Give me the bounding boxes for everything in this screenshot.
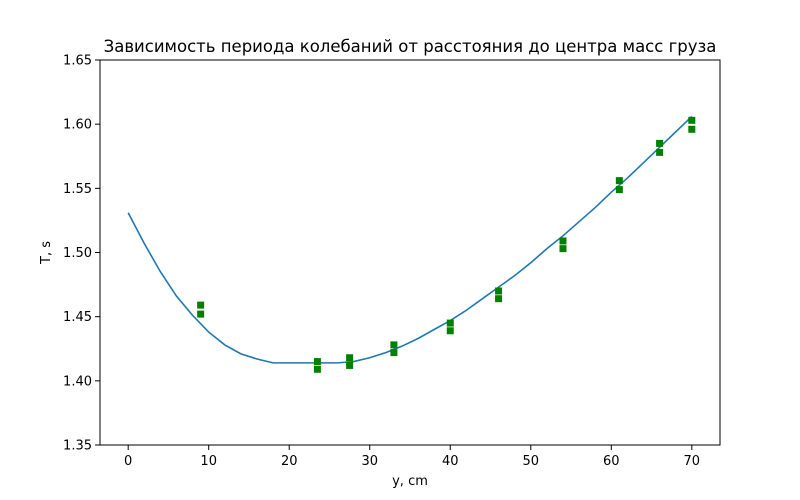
x-tick-label: 30 [361,454,378,469]
data-point [346,361,354,369]
y-tick-label: 1.45 [63,310,92,325]
y-axis-label: T, s [39,241,54,265]
data-point [656,139,664,147]
data-point [495,287,503,295]
data-point [390,341,398,349]
data-point [313,358,321,366]
data-point [197,301,205,309]
y-tick-label: 1.65 [63,54,92,69]
x-tick-label: 0 [124,454,132,469]
data-point [446,327,454,335]
data-point [346,354,354,362]
data-point [390,349,398,357]
x-tick-label: 20 [281,454,298,469]
y-tick-label: 1.55 [63,182,92,197]
data-point [313,365,321,373]
x-tick-label: 40 [442,454,459,469]
x-axis: 0 10 20 30 40 50 60 70 [124,445,700,469]
data-point [688,125,696,133]
x-tick-label: 70 [684,454,701,469]
fit-curve [127,115,693,364]
plot-area [127,115,696,373]
chart-title: Зависимость периода колебаний от расстоя… [104,37,717,56]
y-axis: 1.35 1.40 1.45 1.50 1.55 1.60 1.65 [63,54,100,454]
x-tick-label: 10 [200,454,217,469]
plot-frame [99,59,721,446]
x-tick-label: 50 [523,454,540,469]
x-axis-label: y, cm [392,474,428,489]
y-tick-label: 1.60 [63,118,92,133]
data-point [495,295,503,303]
data-point [656,148,664,156]
data-point [559,237,567,245]
y-tick-label: 1.40 [63,374,92,389]
data-point [197,310,205,318]
x-tick-label: 60 [603,454,620,469]
data-point [559,245,567,253]
data-point [446,319,454,327]
data-point [688,116,696,124]
data-point [615,186,623,194]
data-point [615,177,623,185]
y-tick-label: 1.35 [63,439,92,454]
y-tick-label: 1.50 [63,246,92,261]
